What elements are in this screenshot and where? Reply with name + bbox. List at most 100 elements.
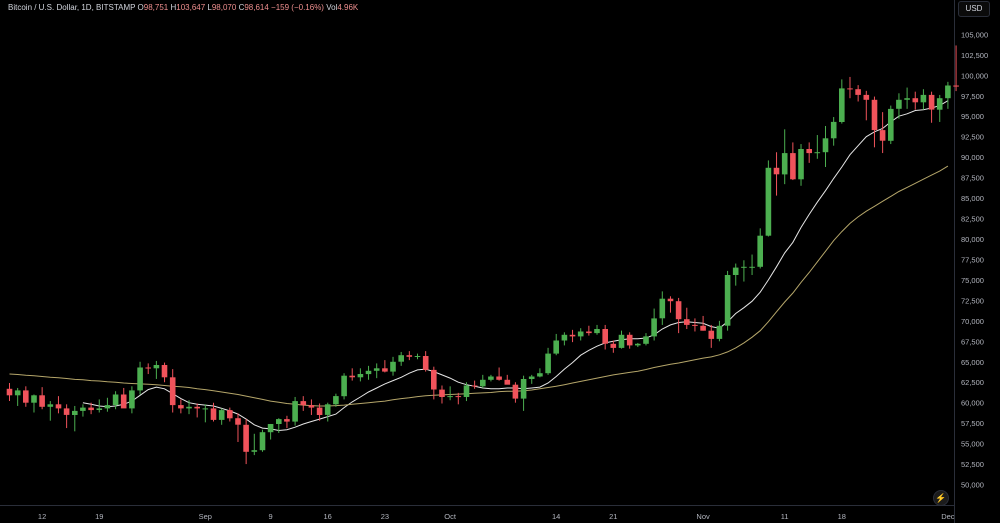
candle <box>390 356 396 376</box>
time-axis[interactable]: 12 19 Sep 9 16 23 Oct 14 21 Nov 11 18 Dec <box>38 512 955 521</box>
candle <box>839 79 845 124</box>
candle <box>806 142 812 163</box>
candle-body <box>643 336 649 344</box>
price-tick-label: 50,000 <box>961 481 984 490</box>
candle-body <box>178 405 184 409</box>
candle-body <box>741 266 747 268</box>
candle <box>455 392 462 405</box>
time-tick-label: 16 <box>324 512 332 521</box>
candle-body <box>781 153 788 175</box>
candle <box>912 91 919 110</box>
candle <box>129 386 135 414</box>
candle <box>284 415 290 429</box>
candle-body <box>153 365 160 369</box>
candle-body <box>471 385 478 387</box>
price-tick-label: 97,500 <box>961 92 984 101</box>
time-tick-label: Oct <box>444 512 457 521</box>
candle-body <box>545 353 551 374</box>
candle <box>276 418 282 433</box>
candle-body <box>879 130 886 141</box>
candle <box>920 89 927 110</box>
candle-body <box>577 331 584 337</box>
symbol-title[interactable]: Bitcoin / U.S. Dollar, 1D, BITSTAMP <box>8 3 136 12</box>
candle-body <box>6 388 13 396</box>
candle-body <box>137 367 143 391</box>
time-tick-label: 9 <box>269 512 273 521</box>
candle-body <box>267 424 274 433</box>
candle-body <box>757 235 763 267</box>
candle-body <box>341 375 347 397</box>
candle-body <box>839 88 845 122</box>
candle-body <box>96 408 103 410</box>
price-tick-label: 102,500 <box>961 51 988 60</box>
candle-body <box>422 356 429 370</box>
candle-body <box>512 384 519 399</box>
change-value: −159 (−0.16%) <box>271 3 324 12</box>
candlesticks <box>6 45 959 465</box>
candle <box>798 144 804 186</box>
time-tick-label: Dec <box>941 512 955 521</box>
candle-body <box>414 356 421 357</box>
candle <box>422 351 429 372</box>
candle <box>896 93 902 119</box>
candle <box>186 400 192 415</box>
volume-label: Vol <box>326 3 338 12</box>
candle <box>333 393 339 407</box>
candle <box>716 320 723 342</box>
candle <box>528 374 535 384</box>
candle <box>904 87 910 109</box>
candle <box>928 91 935 123</box>
candle <box>471 380 478 389</box>
candle-body <box>659 298 666 319</box>
candle <box>561 332 568 346</box>
candle-body <box>732 267 739 275</box>
price-tick-label: 60,000 <box>961 399 984 408</box>
price-tick-label: 65,000 <box>961 358 984 367</box>
candle <box>871 96 878 148</box>
candle <box>765 160 772 237</box>
candle-body <box>14 390 21 396</box>
candle-body <box>773 167 780 175</box>
candle <box>635 342 641 348</box>
candle-body <box>814 152 821 154</box>
candle-body <box>488 376 494 380</box>
candle-body <box>455 396 462 398</box>
currency-button[interactable]: USD <box>958 1 990 17</box>
lightning-icon[interactable]: ⚡ <box>933 490 949 506</box>
candle <box>382 360 388 373</box>
candle <box>169 369 176 413</box>
candle <box>594 324 600 335</box>
candle <box>406 351 413 361</box>
time-tick-label: 23 <box>381 512 389 521</box>
candle <box>431 366 437 400</box>
candle-body <box>300 401 307 406</box>
candle <box>292 396 298 426</box>
candle-body <box>675 301 682 320</box>
candle <box>879 112 886 154</box>
candle-body <box>210 408 217 420</box>
candle-body <box>928 94 935 110</box>
candle <box>520 375 527 411</box>
candle-body <box>692 324 698 326</box>
candle <box>96 399 103 413</box>
candle <box>569 329 576 343</box>
price-axis[interactable]: 105,000 102,500 100,000 97,500 95,000 92,500 9… <box>961 30 988 489</box>
candle <box>439 385 445 404</box>
candle-body <box>55 404 62 409</box>
candle <box>602 324 608 350</box>
candle-body <box>357 374 364 378</box>
candle-body <box>447 396 453 398</box>
candle-body <box>798 149 804 180</box>
candle <box>447 386 453 401</box>
candle-body <box>871 99 878 131</box>
candle-body <box>202 408 209 410</box>
price-tick-label: 62,500 <box>961 378 984 387</box>
candle <box>790 142 796 181</box>
candle <box>341 373 347 400</box>
candle <box>504 374 511 385</box>
candle-body <box>537 373 543 377</box>
candle <box>414 353 421 360</box>
candle-body <box>586 331 592 334</box>
candle-body <box>904 98 910 100</box>
